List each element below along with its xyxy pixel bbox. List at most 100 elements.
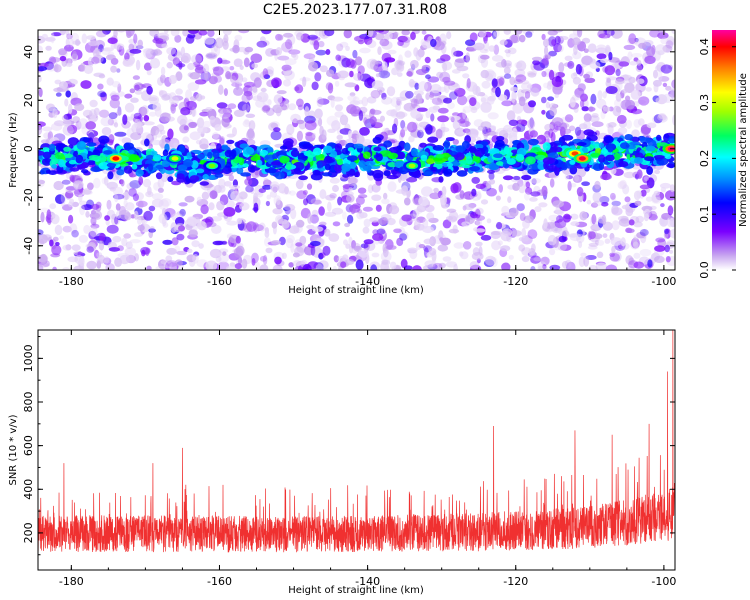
spectrogram-noise-blob [86, 246, 94, 253]
spectrogram-noise-blob [271, 77, 282, 88]
spectrogram-band-blob [515, 154, 525, 161]
spectrogram-noise-blob [223, 34, 229, 44]
spectrogram-noise-blob [381, 198, 390, 205]
spectrogram-noise-blob [275, 47, 283, 56]
spectrogram-noise-blob [643, 213, 650, 222]
spectrogram-noise-blob [347, 176, 357, 187]
spectrogram-noise-blob [234, 263, 243, 270]
spectrogram-noise-blob [424, 56, 431, 64]
spectrogram-noise-blob [438, 230, 444, 241]
spectrogram-noise-blob [375, 204, 382, 212]
spectrogram-noise-blob [294, 84, 304, 94]
spectrogram-noise-blob [446, 216, 453, 221]
spectrogram-band-blob [197, 153, 206, 159]
spectrogram-noise-blob [251, 258, 256, 266]
spectrogram-noise-blob [654, 169, 660, 175]
spectrogram-band-blob [494, 139, 505, 148]
spectrogram-noise-blob [604, 238, 611, 244]
spectrogram-noise-blob [272, 208, 283, 215]
spectrogram-noise-blob [490, 231, 501, 239]
spectrogram-noise-blob [262, 184, 272, 190]
spectrogram-noise-blob [335, 104, 343, 112]
spectrogram-noise-blob [400, 120, 406, 129]
spectrogram-noise-blob [541, 96, 547, 104]
spectrogram-noise-blob [578, 123, 588, 130]
spectrogram-noise-blob [233, 86, 244, 96]
spectrogram-noise-blob [425, 110, 431, 119]
spectrogram-noise-blob [560, 122, 568, 132]
spectrogram-band-blob [324, 163, 331, 171]
spectrogram-noise-blob [385, 245, 397, 250]
spectrogram-noise-blob [250, 187, 255, 194]
spectrogram-noise-blob [245, 101, 251, 113]
spectrogram-noise-blob [325, 194, 336, 201]
spectrogram-noise-blob [72, 50, 77, 60]
spectrogram-noise-blob [412, 208, 420, 218]
spectrogram-noise-blob [332, 265, 337, 270]
spectrogram-noise-blob [637, 118, 645, 126]
spectrogram-noise-blob [483, 132, 488, 140]
spectrogram-noise-blob [547, 82, 552, 90]
spectrogram-noise-blob [655, 97, 665, 104]
spectrogram-noise-blob [630, 89, 641, 100]
spectrogram-noise-blob [547, 30, 558, 36]
spectrogram-noise-blob [253, 77, 262, 88]
spectrogram-noise-blob [307, 213, 313, 224]
spectrogram-noise-blob [102, 30, 111, 35]
spectrogram-band-blob [561, 134, 574, 141]
spectrogram-noise-blob [199, 111, 210, 117]
spectrogram-noise-blob [137, 200, 144, 209]
spectrogram-noise-blob [466, 47, 477, 52]
spectrogram-noise-blob [395, 102, 401, 111]
spectrogram-noise-blob [466, 78, 471, 89]
spectrogram-noise-blob [113, 43, 125, 50]
spectrogram-noise-blob [401, 30, 410, 36]
spectrogram-noise-blob [524, 91, 531, 99]
spectrogram-noise-blob [656, 114, 667, 121]
spectrogram-noise-blob [578, 240, 583, 249]
spectrogram-noise-blob [393, 31, 398, 39]
spectrogram-band-blob [183, 158, 193, 168]
spectrogram-noise-blob [191, 106, 196, 118]
spectrogram-band-blob [274, 171, 285, 180]
spectrogram-band-blob [355, 171, 360, 178]
spectrogram-noise-blob [519, 34, 526, 43]
spectrogram-noise-blob [42, 126, 53, 132]
spectrogram-noise-blob [331, 120, 341, 131]
y-tick-label: -20 [22, 188, 35, 206]
spectrogram-noise-blob [64, 44, 74, 52]
spectrogram-noise-blob [600, 173, 612, 181]
spectrogram-noise-blob [590, 202, 599, 208]
spectrogram-noise-blob [165, 255, 173, 262]
spectrogram-noise-blob [452, 117, 457, 122]
spectrogram-band-blob [423, 171, 433, 176]
spectrogram-band-blob [98, 135, 110, 144]
spectrogram-noise-blob [237, 101, 248, 112]
spectrogram-noise-blob [572, 174, 583, 183]
spectrogram-band-blob [375, 153, 383, 162]
spectrogram-noise-blob [318, 117, 323, 127]
spectrogram-noise-blob [353, 35, 366, 42]
spectrogram-noise-blob [529, 130, 538, 138]
spectrogram-noise-blob [196, 196, 202, 202]
spectrogram-noise-blob [428, 247, 437, 256]
spectrogram-noise-blob [430, 38, 437, 48]
spectrogram-noise-blob [371, 183, 381, 193]
spectrogram-noise-blob [501, 262, 511, 270]
spectrogram-noise-blob [428, 217, 439, 223]
spectrogram-noise-blob [187, 62, 195, 71]
spectrogram-noise-blob [168, 96, 180, 105]
spectrogram-noise-blob [463, 203, 475, 210]
spectrogram-noise-blob [383, 246, 389, 258]
spectrogram-noise-blob [221, 116, 230, 128]
spectrogram-noise-blob [208, 202, 215, 211]
spectrogram-noise-blob [54, 62, 59, 73]
spectrogram-noise-blob [67, 78, 78, 86]
spectrogram-noise-blob [318, 252, 324, 260]
spectrogram-noise-blob [158, 199, 169, 210]
spectrogram-noise-blob [135, 192, 144, 201]
spectrogram-noise-blob [408, 78, 415, 88]
y-tick-label: 600 [22, 435, 35, 456]
spectrogram-noise-blob [627, 265, 635, 270]
